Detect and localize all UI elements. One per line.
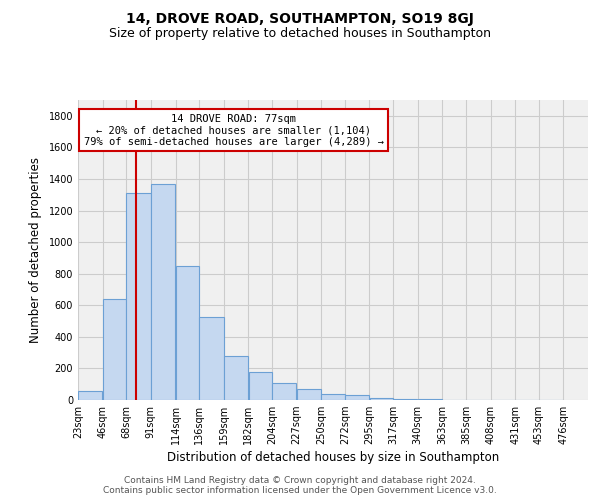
Y-axis label: Number of detached properties: Number of detached properties	[29, 157, 41, 343]
Bar	[322, 394, 344, 400]
Bar	[199, 317, 224, 400]
Text: 14 DROVE ROAD: 77sqm
← 20% of detached houses are smaller (1,104)
79% of semi-de: 14 DROVE ROAD: 77sqm ← 20% of detached h…	[83, 114, 383, 146]
Bar	[127, 193, 151, 400]
Bar	[297, 389, 321, 400]
Bar	[103, 299, 126, 400]
X-axis label: Distribution of detached houses by size in Southampton: Distribution of detached houses by size …	[167, 452, 499, 464]
Bar	[176, 266, 199, 400]
Bar	[345, 396, 369, 400]
Bar	[370, 398, 393, 400]
Bar	[224, 356, 248, 400]
Text: 14, DROVE ROAD, SOUTHAMPTON, SO19 8GJ: 14, DROVE ROAD, SOUTHAMPTON, SO19 8GJ	[126, 12, 474, 26]
Bar	[78, 390, 103, 400]
Text: Size of property relative to detached houses in Southampton: Size of property relative to detached ho…	[109, 28, 491, 40]
Text: Contains HM Land Registry data © Crown copyright and database right 2024.: Contains HM Land Registry data © Crown c…	[124, 476, 476, 485]
Bar	[151, 184, 175, 400]
Text: Contains public sector information licensed under the Open Government Licence v3: Contains public sector information licen…	[103, 486, 497, 495]
Bar	[272, 384, 296, 400]
Bar	[393, 398, 418, 400]
Bar	[248, 372, 272, 400]
